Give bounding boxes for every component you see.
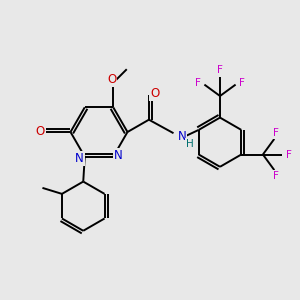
Text: O: O — [150, 87, 160, 100]
Text: O: O — [107, 73, 116, 85]
Text: F: F — [273, 171, 279, 181]
Text: N: N — [178, 130, 186, 143]
Text: F: F — [217, 65, 223, 75]
Text: F: F — [273, 128, 279, 138]
Text: N: N — [75, 152, 84, 165]
Text: O: O — [36, 125, 45, 138]
Text: F: F — [286, 149, 292, 160]
Text: F: F — [196, 78, 201, 88]
Text: N: N — [114, 149, 123, 162]
Text: H: H — [186, 139, 194, 149]
Text: F: F — [239, 78, 244, 88]
